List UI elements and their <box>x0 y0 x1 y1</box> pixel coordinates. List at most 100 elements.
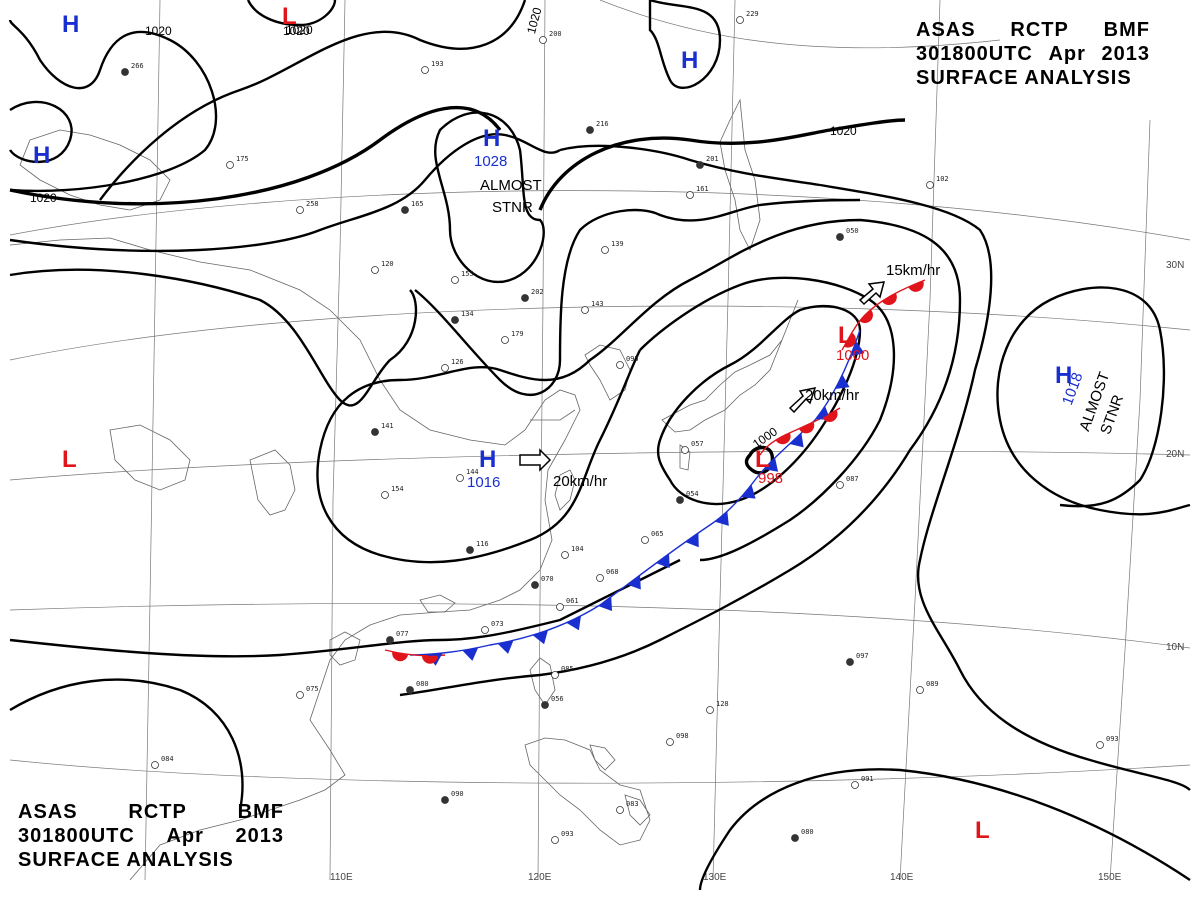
station-marker <box>706 706 714 714</box>
station-pressure: 065 <box>651 530 664 538</box>
station-marker <box>551 671 559 679</box>
station-marker <box>676 496 684 504</box>
station-pressure: 134 <box>461 310 474 318</box>
station-pressure: 087 <box>846 475 859 483</box>
station-pressure: 141 <box>381 422 394 430</box>
station-pressure: 073 <box>491 620 504 628</box>
lat-label-30n: 30N <box>1166 260 1184 271</box>
station-marker <box>501 336 509 344</box>
footer-time: 301800UTC <box>18 825 135 847</box>
cold-front-line <box>409 329 861 656</box>
station-pressure: 085 <box>561 665 574 673</box>
station-marker <box>541 701 549 709</box>
station-pressure: 070 <box>541 575 554 583</box>
station-pressure: 201 <box>706 155 719 163</box>
station-marker <box>296 691 304 699</box>
cold-front-triangle <box>497 640 514 654</box>
station-pressure: 179 <box>511 330 524 338</box>
movement-speed-japan-low: 15km/hr <box>886 262 940 279</box>
station-marker <box>451 276 459 284</box>
footer-line-2: 301800UTC Apr 2013 <box>18 824 284 848</box>
station-pressure: 104 <box>571 545 584 553</box>
lon-label-140e: 140E <box>890 872 914 883</box>
station-marker <box>151 761 159 769</box>
station-pressure: 050 <box>846 227 859 235</box>
station-pressure: 057 <box>691 440 704 448</box>
low-center-taiwan: L <box>755 446 770 473</box>
high-center-north-value: 1028 <box>474 153 507 170</box>
high-center-north: H <box>483 125 500 152</box>
isobar-label-1020-a: 1020 <box>145 24 172 38</box>
footer-station: RCTP <box>128 801 187 823</box>
station-pressure: 143 <box>591 300 604 308</box>
footer-region: ASAS <box>18 801 78 823</box>
station-marker <box>556 603 564 611</box>
station-marker <box>846 658 854 666</box>
station-pressure: 144 <box>466 468 479 476</box>
station-marker <box>451 316 459 324</box>
station-marker <box>916 686 924 694</box>
high-center-east: H <box>1055 362 1072 389</box>
movement-arrow-front <box>788 387 817 414</box>
pressure-centers: H H L 1020 H 1028 H H 1016 L 1000 L 998 … <box>33 3 1086 844</box>
fronts <box>384 279 926 666</box>
station-marker <box>696 161 704 169</box>
movement-speed-china: 20km/hr <box>553 473 607 490</box>
station-marker <box>686 191 694 199</box>
low-center-japan-value: 1000 <box>836 347 869 364</box>
movement-arrow-japan-low <box>858 281 886 306</box>
header-code: BMF <box>1103 19 1150 41</box>
lat-label-10n: 10N <box>1166 642 1184 653</box>
station-pressure: 155 <box>461 270 474 278</box>
station-marker <box>836 233 844 241</box>
station-pressure: 161 <box>696 185 709 193</box>
isobar-label-1020-c: 1020 <box>830 124 857 138</box>
station-pressure: 200 <box>549 30 562 38</box>
footer-year: 2013 <box>235 825 284 847</box>
station-pressure: 116 <box>476 540 489 548</box>
station-marker <box>386 636 394 644</box>
station-marker <box>521 294 529 302</box>
station-pressure: 193 <box>431 60 444 68</box>
lon-label-150e: 150E <box>1098 872 1122 883</box>
station-pressure: 056 <box>551 695 564 703</box>
isobar-label-1020-b: 1020 <box>30 191 57 205</box>
footer-month: Apr <box>166 825 204 847</box>
station-marker <box>539 36 547 44</box>
station-pressure: 089 <box>926 680 939 688</box>
station-marker <box>736 16 744 24</box>
lon-label-110e: 110E <box>330 872 353 883</box>
station-pressure: 083 <box>626 800 639 808</box>
header-line-2: 301800UTC Apr 2013 <box>916 42 1150 66</box>
isobar-label-1020-e: 1020 <box>283 24 310 38</box>
lon-label-120e: 120E <box>528 872 552 883</box>
station-marker <box>851 781 859 789</box>
warm-front-semicircle <box>798 422 815 434</box>
station-marker <box>581 306 589 314</box>
station-pressure: 090 <box>451 790 464 798</box>
lat-lon-grid: 110E 120E 130E 140E 150E 30N 20N 10N <box>9 0 1191 883</box>
cold-front-triangle <box>685 532 699 548</box>
warm-front-semicircle <box>822 410 838 422</box>
cold-front-triangle <box>835 374 850 389</box>
station-marker <box>296 206 304 214</box>
almost-stationary-label-north-1: ALMOST <box>480 177 542 194</box>
low-center-japan: L <box>838 322 853 349</box>
station-marker <box>381 491 389 499</box>
high-center-northeast: H <box>681 47 698 74</box>
low-center-southwest: L <box>62 446 77 473</box>
movement-arrow-china <box>519 448 552 472</box>
station-marker <box>421 66 429 74</box>
station-marker <box>596 574 604 582</box>
cold-front-triangle <box>532 630 548 645</box>
station-marker <box>551 836 559 844</box>
almost-stationary-label-north-2: STNR <box>492 199 533 216</box>
station-pressure: 068 <box>606 568 619 576</box>
warm-front-semicircle <box>881 292 897 306</box>
station-marker <box>226 161 234 169</box>
movement-speed-front: 20km/hr <box>805 387 859 404</box>
high-center-china: H <box>479 446 496 473</box>
station-pressure: 139 <box>611 240 624 248</box>
header-bottom-left: ASAS RCTP BMF 301800UTC Apr 2013 SURFACE… <box>18 800 284 872</box>
